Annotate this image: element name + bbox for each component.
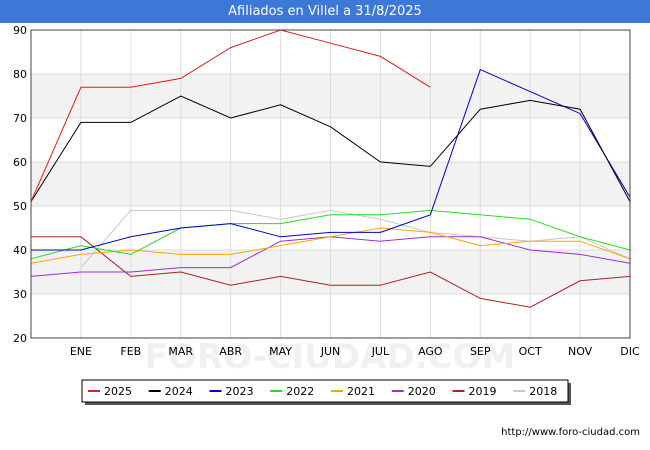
x-tick-label: ENE [70, 345, 92, 358]
y-tick-label: 20 [13, 332, 27, 345]
y-tick-label: 60 [13, 156, 27, 169]
y-tick-label: 30 [13, 288, 27, 301]
legend-label-2023: 2023 [226, 385, 254, 398]
x-tick-label: DIC [620, 345, 640, 358]
x-tick-label: ABR [219, 345, 242, 358]
y-tick-label: 50 [13, 200, 27, 213]
y-tick-label: 70 [13, 112, 27, 125]
x-tick-label: MAR [168, 345, 193, 358]
x-tick-label: MAY [269, 345, 292, 358]
source-url: http://www.foro-ciudad.com [501, 427, 640, 438]
series-line-2021 [30, 227, 631, 264]
legend-label-2019: 2019 [469, 385, 497, 398]
x-tick-label: NOV [568, 345, 593, 358]
series-line-2025 [30, 29, 431, 202]
legend-label-2021: 2021 [347, 385, 375, 398]
x-tick-label: SEP [470, 345, 491, 358]
x-tick-label: FEB [120, 345, 141, 358]
x-tick-label: AGO [418, 345, 443, 358]
legend-label-2022: 2022 [286, 385, 314, 398]
legend-label-2018: 2018 [529, 385, 557, 398]
series-line-2022 [30, 209, 631, 260]
chart-title: Afiliados en Villel a 31/8/2025 [0, 0, 650, 23]
series-line-2024 [30, 95, 631, 202]
y-tick-label: 90 [13, 24, 27, 37]
y-tick-label: 40 [13, 244, 27, 257]
x-tick-label: JUN [320, 345, 341, 358]
y-tick-label: 80 [13, 68, 27, 81]
legend-label-2024: 2024 [165, 385, 193, 398]
series-line-2023 [31, 68, 631, 251]
x-tick-label: OCT [519, 345, 542, 358]
series-line-2019 [31, 236, 631, 308]
legend-label-2025: 2025 [104, 385, 132, 398]
watermark: FORO-CIUDAD.COM [145, 337, 516, 377]
legend-label-2020: 2020 [408, 385, 436, 398]
plot-frame [30, 29, 631, 339]
x-tick-label: JUL [371, 345, 390, 358]
legend-box [81, 379, 569, 403]
